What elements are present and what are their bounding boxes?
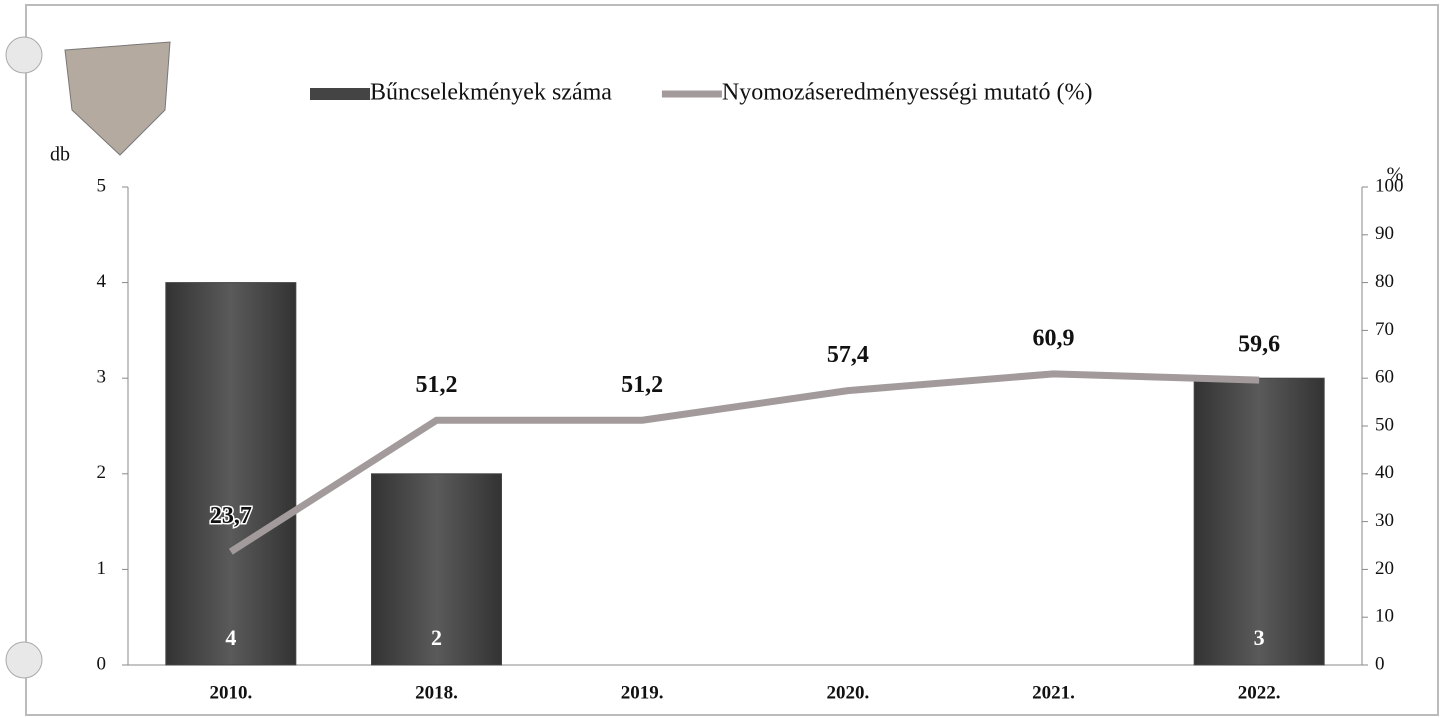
legend-swatch [310,88,370,100]
y-tick-label: 5 [97,175,107,196]
legend-label: Bűncselekmények száma [370,80,612,106]
logo [65,42,170,155]
y2-tick-label: 50 [1375,414,1394,435]
y-axis-label: db [50,144,70,166]
legend-label: Nyomozáseredményességi mutató (%) [722,80,1093,106]
bar-label: 4 [225,625,236,650]
x-tick-label: 2019. [621,682,664,703]
y2-tick-label: 70 [1375,319,1394,340]
x-tick-label: 2010. [209,682,252,703]
bar-label: 2 [431,625,442,650]
bar-label: 3 [1254,625,1265,650]
line-label: 23,7 [210,503,252,529]
x-tick-label: 2020. [826,682,869,703]
chart: db % Bűncselekmények számaNyomozáseredmé… [0,0,1447,718]
y2-tick-label: 40 [1375,462,1394,483]
ring [6,642,42,678]
line-label: 60,9 [1033,325,1075,351]
y-tick-label: 0 [97,653,107,674]
x-tick-label: 2018. [415,682,458,703]
y-tick-label: 3 [97,367,107,388]
line-label: 57,4 [827,342,869,368]
bar [166,283,296,665]
y2-tick-label: 60 [1375,367,1394,388]
legend: Bűncselekmények száma Nyomozáseredményess… [310,80,1092,106]
y2-tick-label: 90 [1375,223,1394,244]
y2-tick-label: 100 [1375,175,1404,196]
y-tick-label: 2 [97,462,107,483]
y2-tick-label: 30 [1375,510,1394,531]
y2-tick-label: 20 [1375,558,1394,579]
line-label: 51,2 [621,372,663,398]
line-label: 59,6 [1238,332,1280,358]
bar [1194,378,1324,665]
y-tick-label: 1 [97,558,107,579]
y2-tick-label: 80 [1375,271,1394,292]
y2-tick-label: 0 [1375,653,1385,674]
x-tick-label: 2022. [1238,682,1281,703]
x-tick-label: 2021. [1032,682,1075,703]
y2-tick-label: 10 [1375,606,1394,627]
line-label: 51,2 [416,372,458,398]
y-tick-label: 4 [97,271,107,292]
ring [6,37,42,73]
